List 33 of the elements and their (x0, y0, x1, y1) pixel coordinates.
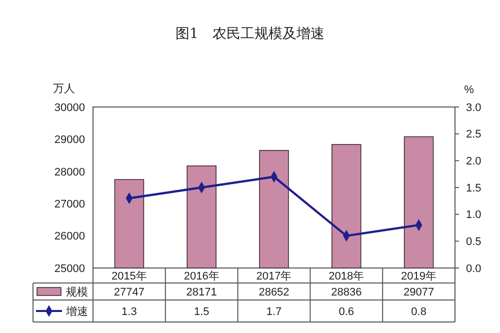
y2-tick-label: 1.0 (466, 209, 482, 222)
y-tick-label: 27000 (54, 198, 85, 210)
data-label: 29077 (404, 286, 434, 298)
x-tick-label: 2018年 (328, 270, 364, 282)
legend-label: 增速 (65, 304, 88, 318)
x-tick-label: 2017年 (256, 270, 292, 282)
data-label: 28171 (186, 286, 217, 298)
data-label: 1.7 (266, 306, 282, 318)
x-tick-label: 2019年 (401, 270, 437, 282)
y2-tick-label: 2.5 (466, 128, 482, 141)
data-label: 1.3 (122, 306, 137, 318)
y-tick-label: 26000 (54, 230, 85, 243)
data-label: 27747 (114, 286, 144, 298)
y-axis-title: 万人 (53, 83, 75, 95)
data-label: 0.8 (411, 306, 426, 318)
y2-tick-label: 2.0 (466, 156, 482, 168)
y2-tick-label: 0.5 (466, 236, 482, 248)
legend-label: 规模 (66, 286, 88, 298)
y2-tick-label: 1.5 (466, 182, 482, 194)
data-label: 28836 (331, 286, 362, 298)
x-tick-label: 2015年 (111, 270, 147, 282)
y2-tick-label: 3.0 (466, 102, 482, 114)
y-tick-label: 29000 (54, 134, 85, 146)
data-label: 28652 (258, 286, 290, 298)
y-tick-label: 25000 (54, 262, 85, 275)
y-tick-label: 28000 (54, 166, 85, 178)
data-label: 1.5 (194, 306, 210, 318)
x-tick-label: 2016年 (184, 270, 220, 282)
y2-axis-title: % (464, 84, 474, 96)
y2-tick-label: 0.0 (466, 262, 482, 275)
y-tick-label: 30000 (54, 102, 85, 114)
data-label: 0.6 (338, 306, 354, 318)
chart-title: 图1 农民工规模及增速 (176, 26, 324, 42)
